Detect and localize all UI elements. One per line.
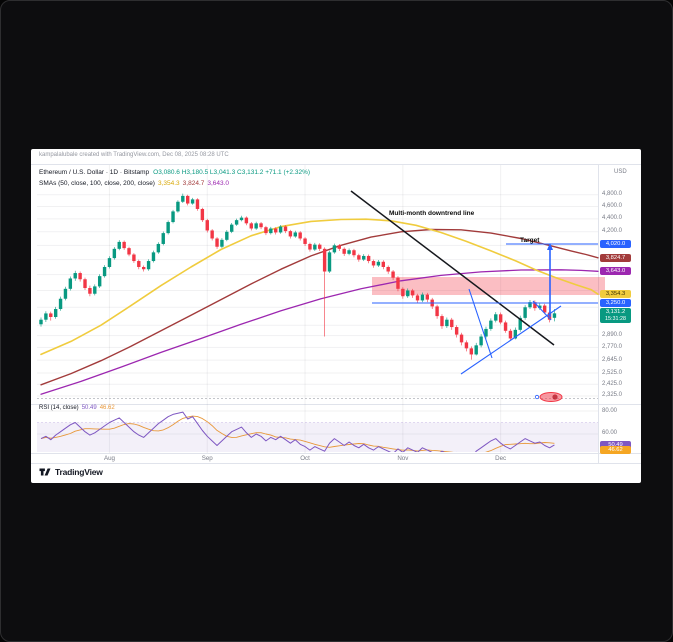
price-axis-label: 2,770.0: [602, 343, 623, 350]
header-divider: [31, 164, 641, 165]
rsi-ma-value: 46.62: [99, 405, 115, 411]
sma50-value: 3,354.3: [157, 180, 180, 187]
price-axis-label: 2,890.0: [602, 332, 623, 339]
price-badge-target: 4,020.0: [600, 239, 631, 248]
axis-vertical-divider: [598, 164, 599, 463]
tradingview-footer[interactable]: TradingView: [39, 466, 103, 478]
rsi-indicator-label[interactable]: RSI (14, close): [39, 405, 79, 411]
price-badge-sma200: 3,643.0: [600, 267, 631, 276]
chart-legend: Ethereum / U.S. Dollar · 1D · Bitstamp O3…: [39, 167, 310, 189]
ohlc-values: O3,080.6 H3,180.5 L3,041.3 C3,131.2 +71.…: [153, 169, 311, 176]
rsi-pane-divider: [31, 404, 641, 405]
last-price-badge: 3,131.2 15:31:28: [600, 307, 631, 323]
rsi-axis-label: 60.00: [602, 430, 618, 437]
tradingview-wordmark: TradingView: [55, 467, 103, 477]
sma200-value: 3,643.0: [207, 180, 230, 187]
footer-divider: [31, 463, 641, 464]
time-axis-label[interactable]: Sep: [201, 455, 213, 462]
time-axis-label[interactable]: Nov: [397, 455, 409, 462]
candle-countdown: 15:31:28: [605, 315, 626, 322]
sma-indicator-label[interactable]: SMAs (50, close, 100, close, 200, close): [39, 180, 155, 187]
time-axis-label[interactable]: Aug: [103, 455, 115, 462]
symbol-title[interactable]: Ethereum / U.S. Dollar · 1D · Bitstamp: [39, 169, 150, 176]
price-axis-label: 2,425.0: [602, 380, 623, 387]
rsi-ma-badge: 46.62: [600, 446, 631, 455]
main-pane: [37, 190, 605, 402]
sma100-value: 3,824.7: [182, 180, 205, 187]
price-axis-label: 2,525.0: [602, 369, 623, 376]
price-axis-label: 4,600.0: [602, 203, 623, 210]
attribution-text: kampalalubale created with TradingView.c…: [39, 152, 229, 158]
price-axis[interactable]: 4,800.0 4,600.0 4,400.0 4,200.0 2,890.0 2,770…: [31, 149, 641, 483]
chart-card: kampalalubale created with TradingView.c…: [31, 149, 641, 483]
chart-canvas[interactable]: [31, 149, 641, 483]
rsi-value-badge: 50.49: [600, 440, 631, 449]
rsi-pane: [37, 411, 598, 452]
price-badge-level: 3,250.0: [600, 298, 631, 307]
price-axis-label: 4,800.0: [602, 191, 623, 198]
red-ellipse-annotation: [539, 392, 563, 402]
time-axis-label[interactable]: Dec: [495, 455, 507, 462]
tradingview-logo-icon: [39, 468, 51, 476]
downtrend-annotation-label[interactable]: Multi-month downtrend line: [389, 210, 475, 217]
rsi-legend: RSI (14, close) 50.49 46.62: [39, 405, 118, 411]
price-axis-label: 4,200.0: [602, 228, 623, 235]
time-axis-label[interactable]: Oct: [300, 455, 310, 462]
time-axis-divider: [31, 453, 641, 454]
price-badge-sma50: 3,354.3: [600, 290, 631, 299]
currency-label: USD: [614, 169, 627, 175]
rsi-axis-label: 80.00: [602, 407, 618, 414]
rsi-value: 50.49: [81, 405, 97, 411]
target-annotation-label[interactable]: Target: [520, 237, 540, 244]
price-badge-sma100: 3,824.7: [600, 253, 631, 262]
supply-zone: [372, 277, 605, 295]
price-axis-label: 2,645.0: [602, 356, 623, 363]
price-axis-label: 4,400.0: [602, 215, 623, 222]
price-axis-label: 2,325.0: [602, 392, 623, 399]
